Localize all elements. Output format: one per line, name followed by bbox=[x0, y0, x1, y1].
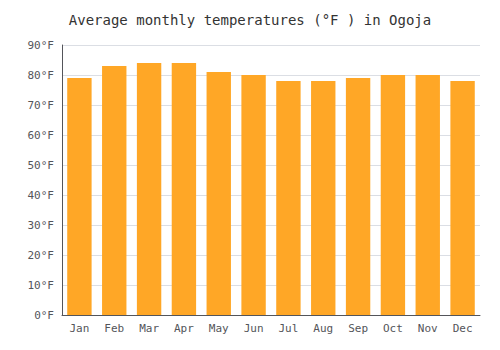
svg-text:70°F: 70°F bbox=[28, 99, 55, 112]
svg-text:50°F: 50°F bbox=[28, 159, 55, 172]
svg-text:Oct: Oct bbox=[383, 322, 403, 335]
svg-text:Sep: Sep bbox=[348, 322, 368, 335]
svg-text:30°F: 30°F bbox=[28, 219, 55, 232]
svg-text:Apr: Apr bbox=[174, 322, 194, 335]
svg-text:Mar: Mar bbox=[139, 322, 159, 335]
svg-text:Aug: Aug bbox=[313, 322, 333, 335]
svg-text:80°F: 80°F bbox=[28, 69, 55, 82]
svg-text:20°F: 20°F bbox=[28, 249, 55, 262]
svg-text:Jun: Jun bbox=[244, 322, 264, 335]
svg-text:90°F: 90°F bbox=[28, 39, 55, 52]
svg-text:40°F: 40°F bbox=[28, 189, 55, 202]
svg-text:Nov: Nov bbox=[418, 322, 438, 335]
svg-text:10°F: 10°F bbox=[28, 279, 55, 292]
svg-text:Average monthly temperatures (: Average monthly temperatures (°F ) in Og… bbox=[69, 12, 431, 28]
svg-text:60°F: 60°F bbox=[28, 129, 55, 142]
svg-text:0°F: 0°F bbox=[34, 309, 54, 322]
svg-text:Dec: Dec bbox=[453, 322, 473, 335]
svg-text:Jul: Jul bbox=[278, 322, 298, 335]
svg-text:Jan: Jan bbox=[69, 322, 89, 335]
svg-text:Feb: Feb bbox=[104, 322, 124, 335]
svg-text:May: May bbox=[209, 322, 229, 335]
